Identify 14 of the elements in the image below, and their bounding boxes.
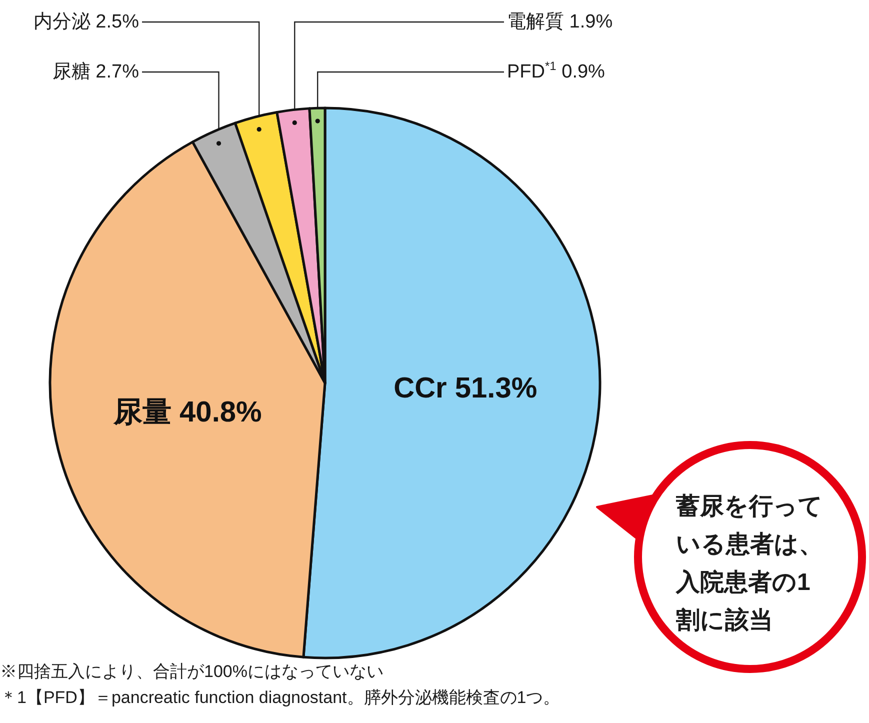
data-label: 0.9% bbox=[556, 62, 606, 82]
text: 蓄尿を行っている患者は、入院患者の1割に該当 bbox=[676, 492, 824, 636]
data-label: 1.9% bbox=[564, 12, 613, 32]
data-label: 2.5% bbox=[90, 12, 140, 32]
slice-label: 尿量 bbox=[112, 396, 172, 429]
slice-label: 電解質 bbox=[507, 12, 564, 32]
text: ＊1【PFD】＝pancreatic function diagnostant。膵外分泌機能検査の1つ。 bbox=[0, 687, 560, 709]
slice-label: CCr bbox=[394, 372, 447, 405]
data-label: 40.8% bbox=[171, 396, 262, 429]
slice-label: 内分泌 bbox=[33, 12, 90, 32]
data-label: 2.7% bbox=[90, 62, 140, 82]
data-label: 51.3% bbox=[446, 372, 538, 405]
slice-label: 尿糖 bbox=[52, 62, 90, 82]
text: ※四捨五入により、合計が100%にはなっていない bbox=[0, 661, 384, 683]
